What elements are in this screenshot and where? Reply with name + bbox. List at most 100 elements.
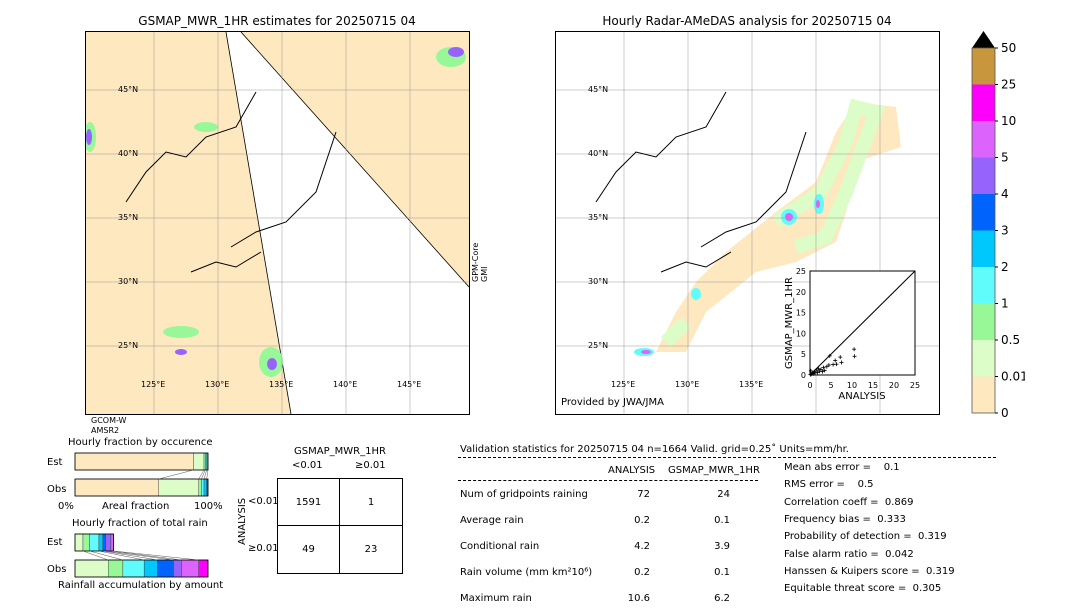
lon-label: 130°E [675, 380, 700, 389]
colorbar-tick: 25 [1001, 78, 1016, 92]
score-line: Mean abs error = 0.1 [784, 462, 900, 473]
scatter-point [815, 370, 820, 375]
fraction-segment [74, 452, 194, 471]
lat-label: 35°N [118, 213, 139, 222]
scatter-point [808, 368, 813, 373]
y-tick: 25 [796, 267, 806, 276]
fraction-segment [74, 533, 84, 552]
left-map-title: GSMAP_MWR_1HR estimates for 20250715 04 [138, 14, 416, 28]
occurrence-title: Hourly fraction by occurence [68, 437, 213, 448]
colorbar-tick: 0.5 [1001, 333, 1020, 347]
fraction-segment [181, 559, 199, 578]
stats-header: Validation statistics for 20250715 04 n=… [460, 444, 849, 455]
scatter-point [814, 368, 819, 373]
stat-label: Conditional rain [460, 541, 540, 552]
contingency-table: 1591 1 49 23 [277, 478, 403, 574]
score-line: Correlation coeff = 0.869 [784, 496, 914, 508]
cell-miss: 49 [278, 526, 340, 573]
sat-name: GCOM-W [91, 416, 127, 425]
contingency-title: GSMAP_MWR_1HR [294, 446, 386, 457]
est-label: Est [47, 457, 63, 468]
colorbar-segment [972, 84, 995, 121]
y-tick: 5 [801, 350, 806, 359]
score-line: Probability of detection = 0.319 [784, 531, 947, 543]
cell-hit: 23 [364, 544, 378, 555]
col-ge: ≥0.01 [355, 460, 386, 471]
scatter-point [813, 370, 818, 375]
fraction-segment [173, 559, 182, 578]
lat-label: 30°N [588, 277, 609, 286]
y-tick: 10 [796, 329, 806, 338]
score-line: Hanssen & Kuipers score = 0.319 [784, 565, 955, 577]
scatter-point [831, 362, 836, 367]
row-ge: ≥0.01 [248, 543, 279, 554]
colorbar-segment [972, 376, 995, 413]
scatter-point [838, 355, 843, 360]
x-tick: 20 [889, 381, 899, 390]
row-axis-label: ANALYSIS [237, 497, 248, 545]
colorbar: 0 0.01 0.5 1 2 3 4 5 10 25 50 [971, 31, 1025, 420]
colorbar-tick: 10 [1001, 114, 1016, 128]
x-tick: 25 [910, 381, 920, 390]
cell-hits-none: 1591 [278, 479, 340, 526]
scatter-point [826, 363, 831, 368]
col-lt: <0.01 [292, 460, 323, 471]
fraction-segment [105, 533, 112, 552]
fraction-segment [198, 559, 209, 578]
colorbar-segment [972, 48, 995, 85]
lon-label: 130°E [205, 380, 230, 389]
divider [458, 480, 758, 481]
right-map-title: Hourly Radar-AMeDAS analysis for 2025071… [602, 14, 892, 28]
col-gsmap: GSMAP_MWR_1HR [668, 465, 760, 476]
stat-analysis: 72 [637, 489, 650, 500]
tick-0: 0% [58, 501, 74, 512]
lon-label: 140°E [333, 380, 358, 389]
total-rain-title: Hourly fraction of total rain [72, 518, 208, 529]
scatter-point [816, 366, 821, 371]
divider [458, 457, 996, 458]
scatter-point [839, 360, 844, 365]
x-tick: 0 [807, 381, 812, 390]
stat-analysis: 0.2 [634, 515, 650, 526]
colorbar-tick: 1 [1001, 297, 1009, 311]
fraction-segment [157, 559, 174, 578]
lon-label: 135°E [739, 380, 764, 389]
fraction-segment [198, 478, 202, 497]
fraction-segment [158, 478, 199, 497]
y-tick: 15 [796, 309, 806, 318]
lon-label: 125°E [141, 380, 166, 389]
scatter-point [834, 362, 839, 367]
total-rain-xlabel: Rainfall accumulation by amount [58, 580, 224, 591]
sat-name: GPM-Core [471, 242, 480, 282]
scatter-point [821, 365, 826, 370]
fraction-segment [143, 559, 158, 578]
stat-label: Rain volume (mm km²10⁶) [460, 567, 593, 578]
fraction-segment [193, 452, 205, 471]
x-tick: 10 [847, 381, 857, 390]
colorbar-segment [972, 194, 995, 231]
score-line: RMS error = 0.5 [784, 479, 874, 491]
left-sat-label: GCOM-W AMSR2 [91, 416, 126, 436]
est-label-2: Est [47, 537, 63, 548]
fraction-segment [122, 559, 145, 578]
lat-label: 35°N [588, 213, 609, 222]
stat-gsmap: 6.2 [714, 593, 730, 604]
sensor-name: GMI [480, 266, 489, 282]
scatter-inset: 0 5 10 15 20 25 0 5 10 15 20 25 ANALYSIS GSMAP_MWR_… [784, 267, 920, 402]
x-tick: 15 [868, 381, 878, 390]
colorbar-segment [972, 121, 995, 158]
lat-label: 40°N [118, 149, 139, 158]
lat-label: 45°N [118, 85, 139, 94]
cell-false-alarm: 1 [340, 479, 402, 526]
fraction-segment [102, 533, 106, 552]
colorbar-tick: 0 [1001, 406, 1009, 420]
score-line: Equitable threat score = 0.305 [784, 583, 942, 595]
stat-analysis: 0.2 [634, 567, 650, 578]
score-line: False alarm ratio = 0.042 [784, 548, 914, 560]
scatter-point [808, 372, 813, 377]
colorbar-segment [972, 230, 995, 267]
scatter-xlabel: ANALYSIS [838, 391, 885, 402]
total-rain-bars [74, 533, 209, 578]
occurrence-bars [74, 452, 209, 497]
colorbar-segment [972, 303, 995, 340]
